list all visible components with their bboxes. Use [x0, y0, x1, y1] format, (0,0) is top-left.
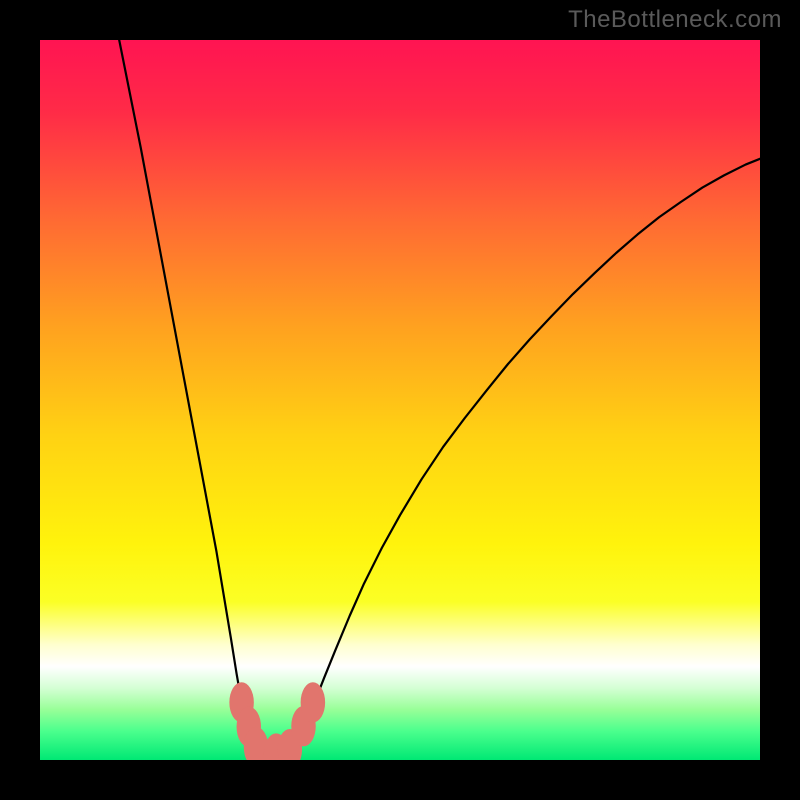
plot-background [40, 40, 760, 760]
curve-marker [301, 682, 325, 722]
bottleneck-chart [0, 0, 800, 800]
watermark-text: TheBottleneck.com [568, 6, 782, 34]
chart-frame: TheBottleneck.com [0, 0, 800, 800]
